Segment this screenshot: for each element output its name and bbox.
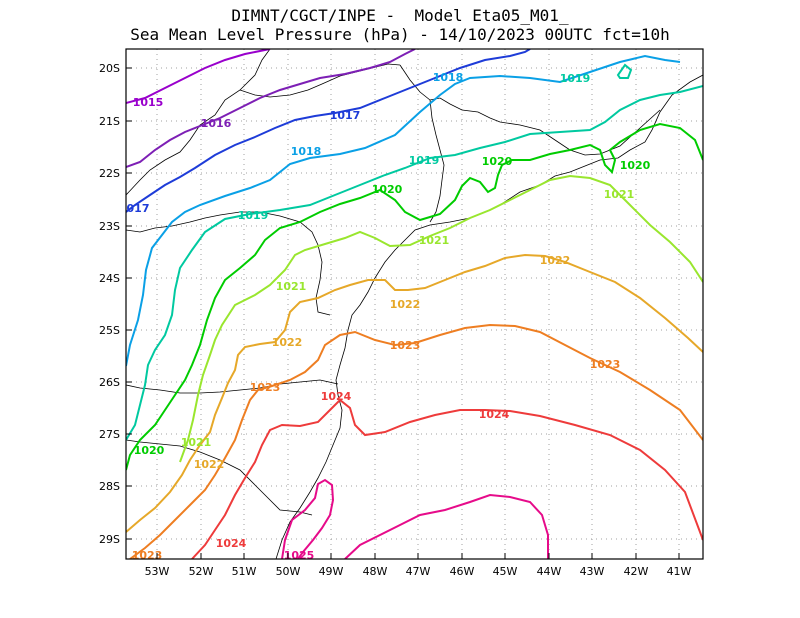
contour-label: 1018 bbox=[433, 71, 464, 84]
isobar-1024 bbox=[191, 398, 703, 559]
contour-label: 1015 bbox=[133, 96, 164, 109]
contour-label: 017 bbox=[127, 202, 150, 215]
lon-label: 49W bbox=[319, 565, 344, 578]
longitude-labels: 53W 52W 51W 50W 49W 48W 47W 46W 45W 44W … bbox=[145, 565, 692, 578]
contour-label: 1016 bbox=[201, 117, 232, 130]
lat-label: 23S bbox=[99, 220, 120, 233]
contour-label: 1023 bbox=[590, 358, 621, 371]
isobar-labels: 1015 1016 1017 017 1018 1018 1019 1019 1… bbox=[127, 71, 651, 562]
contour-label: 1023 bbox=[390, 339, 421, 352]
contour-label: 1020 bbox=[134, 444, 165, 457]
lon-label: 41W bbox=[667, 565, 692, 578]
lon-label: 50W bbox=[276, 565, 301, 578]
lon-label: 47W bbox=[406, 565, 431, 578]
contour-label: 1024 bbox=[216, 537, 247, 550]
contour-label: 1022 bbox=[194, 458, 225, 471]
lat-label: 20S bbox=[99, 62, 120, 75]
lat-label: 26S bbox=[99, 376, 120, 389]
isobar-1017 bbox=[126, 49, 531, 213]
lat-label: 25S bbox=[99, 324, 120, 337]
lon-label: 46W bbox=[450, 565, 475, 578]
contour-label: 1020 bbox=[372, 183, 403, 196]
isobar-1020 bbox=[126, 122, 703, 471]
lon-label: 52W bbox=[189, 565, 214, 578]
axis-ticks bbox=[126, 67, 680, 559]
isobar-1023 bbox=[129, 323, 703, 559]
lat-label: 22S bbox=[99, 167, 120, 180]
contour-label: 1021 bbox=[419, 234, 450, 247]
contour-label: 1021 bbox=[276, 280, 307, 293]
lon-label: 53W bbox=[145, 565, 170, 578]
contour-label: 1022 bbox=[540, 254, 571, 267]
title-line-1: DIMNT/CGCT/INPE - Model Eta05_M01_ bbox=[231, 6, 569, 25]
contour-label: 1025 bbox=[284, 549, 315, 562]
isobar-1025 bbox=[281, 478, 335, 559]
contour-label: 1017 bbox=[330, 109, 361, 122]
lat-label: 21S bbox=[99, 115, 120, 128]
state-border bbox=[239, 63, 401, 98]
contour-label: 1020 bbox=[482, 155, 513, 168]
map-frame bbox=[125, 48, 704, 560]
lon-label: 48W bbox=[363, 565, 388, 578]
isobar-1018 bbox=[126, 54, 681, 367]
isobar-1019 bbox=[126, 85, 703, 441]
isobar-1021 bbox=[179, 174, 703, 463]
lon-label: 42W bbox=[624, 565, 649, 578]
contour-label: 1022 bbox=[272, 336, 303, 349]
lat-label: 27S bbox=[99, 428, 120, 441]
contour-label: 1019 bbox=[238, 209, 269, 222]
isobar-1016 bbox=[126, 49, 416, 168]
state-border bbox=[126, 439, 313, 516]
lon-label: 43W bbox=[580, 565, 605, 578]
lon-label: 51W bbox=[232, 565, 257, 578]
state-border bbox=[126, 379, 339, 394]
lat-label: 29S bbox=[99, 533, 120, 546]
contour-label: 1024 bbox=[479, 408, 510, 421]
lon-label: 44W bbox=[537, 565, 562, 578]
isobar-1022 bbox=[126, 253, 703, 533]
contour-label: 1023 bbox=[132, 549, 163, 562]
contour-label: 1019 bbox=[409, 154, 440, 167]
coastline bbox=[275, 74, 703, 559]
lon-label: 45W bbox=[493, 565, 518, 578]
contour-label: 1024 bbox=[321, 390, 352, 403]
lat-label: 28S bbox=[99, 480, 120, 493]
contour-label: 1022 bbox=[390, 298, 421, 311]
title-line-2: Sea Mean Level Pressure (hPa) - 14/10/20… bbox=[130, 25, 670, 44]
contour-label: 1023 bbox=[250, 381, 281, 394]
contour-label: 1020 bbox=[620, 159, 651, 172]
isobar-1015 bbox=[126, 49, 271, 104]
contour-label: 1019 bbox=[560, 72, 591, 85]
isobar-lines bbox=[126, 49, 703, 559]
lat-label: 24S bbox=[99, 272, 120, 285]
isobar-1019 bbox=[616, 63, 633, 79]
contour-label: 1021 bbox=[181, 436, 212, 449]
coastline-and-borders bbox=[126, 49, 703, 559]
latitude-labels: 20S 21S 22S 23S 24S 25S 26S 27S 28S 29S bbox=[99, 62, 120, 546]
state-border bbox=[429, 99, 445, 223]
contour-label: 1021 bbox=[604, 188, 635, 201]
contour-label: 1018 bbox=[291, 145, 322, 158]
isobar-1025 bbox=[344, 493, 549, 559]
